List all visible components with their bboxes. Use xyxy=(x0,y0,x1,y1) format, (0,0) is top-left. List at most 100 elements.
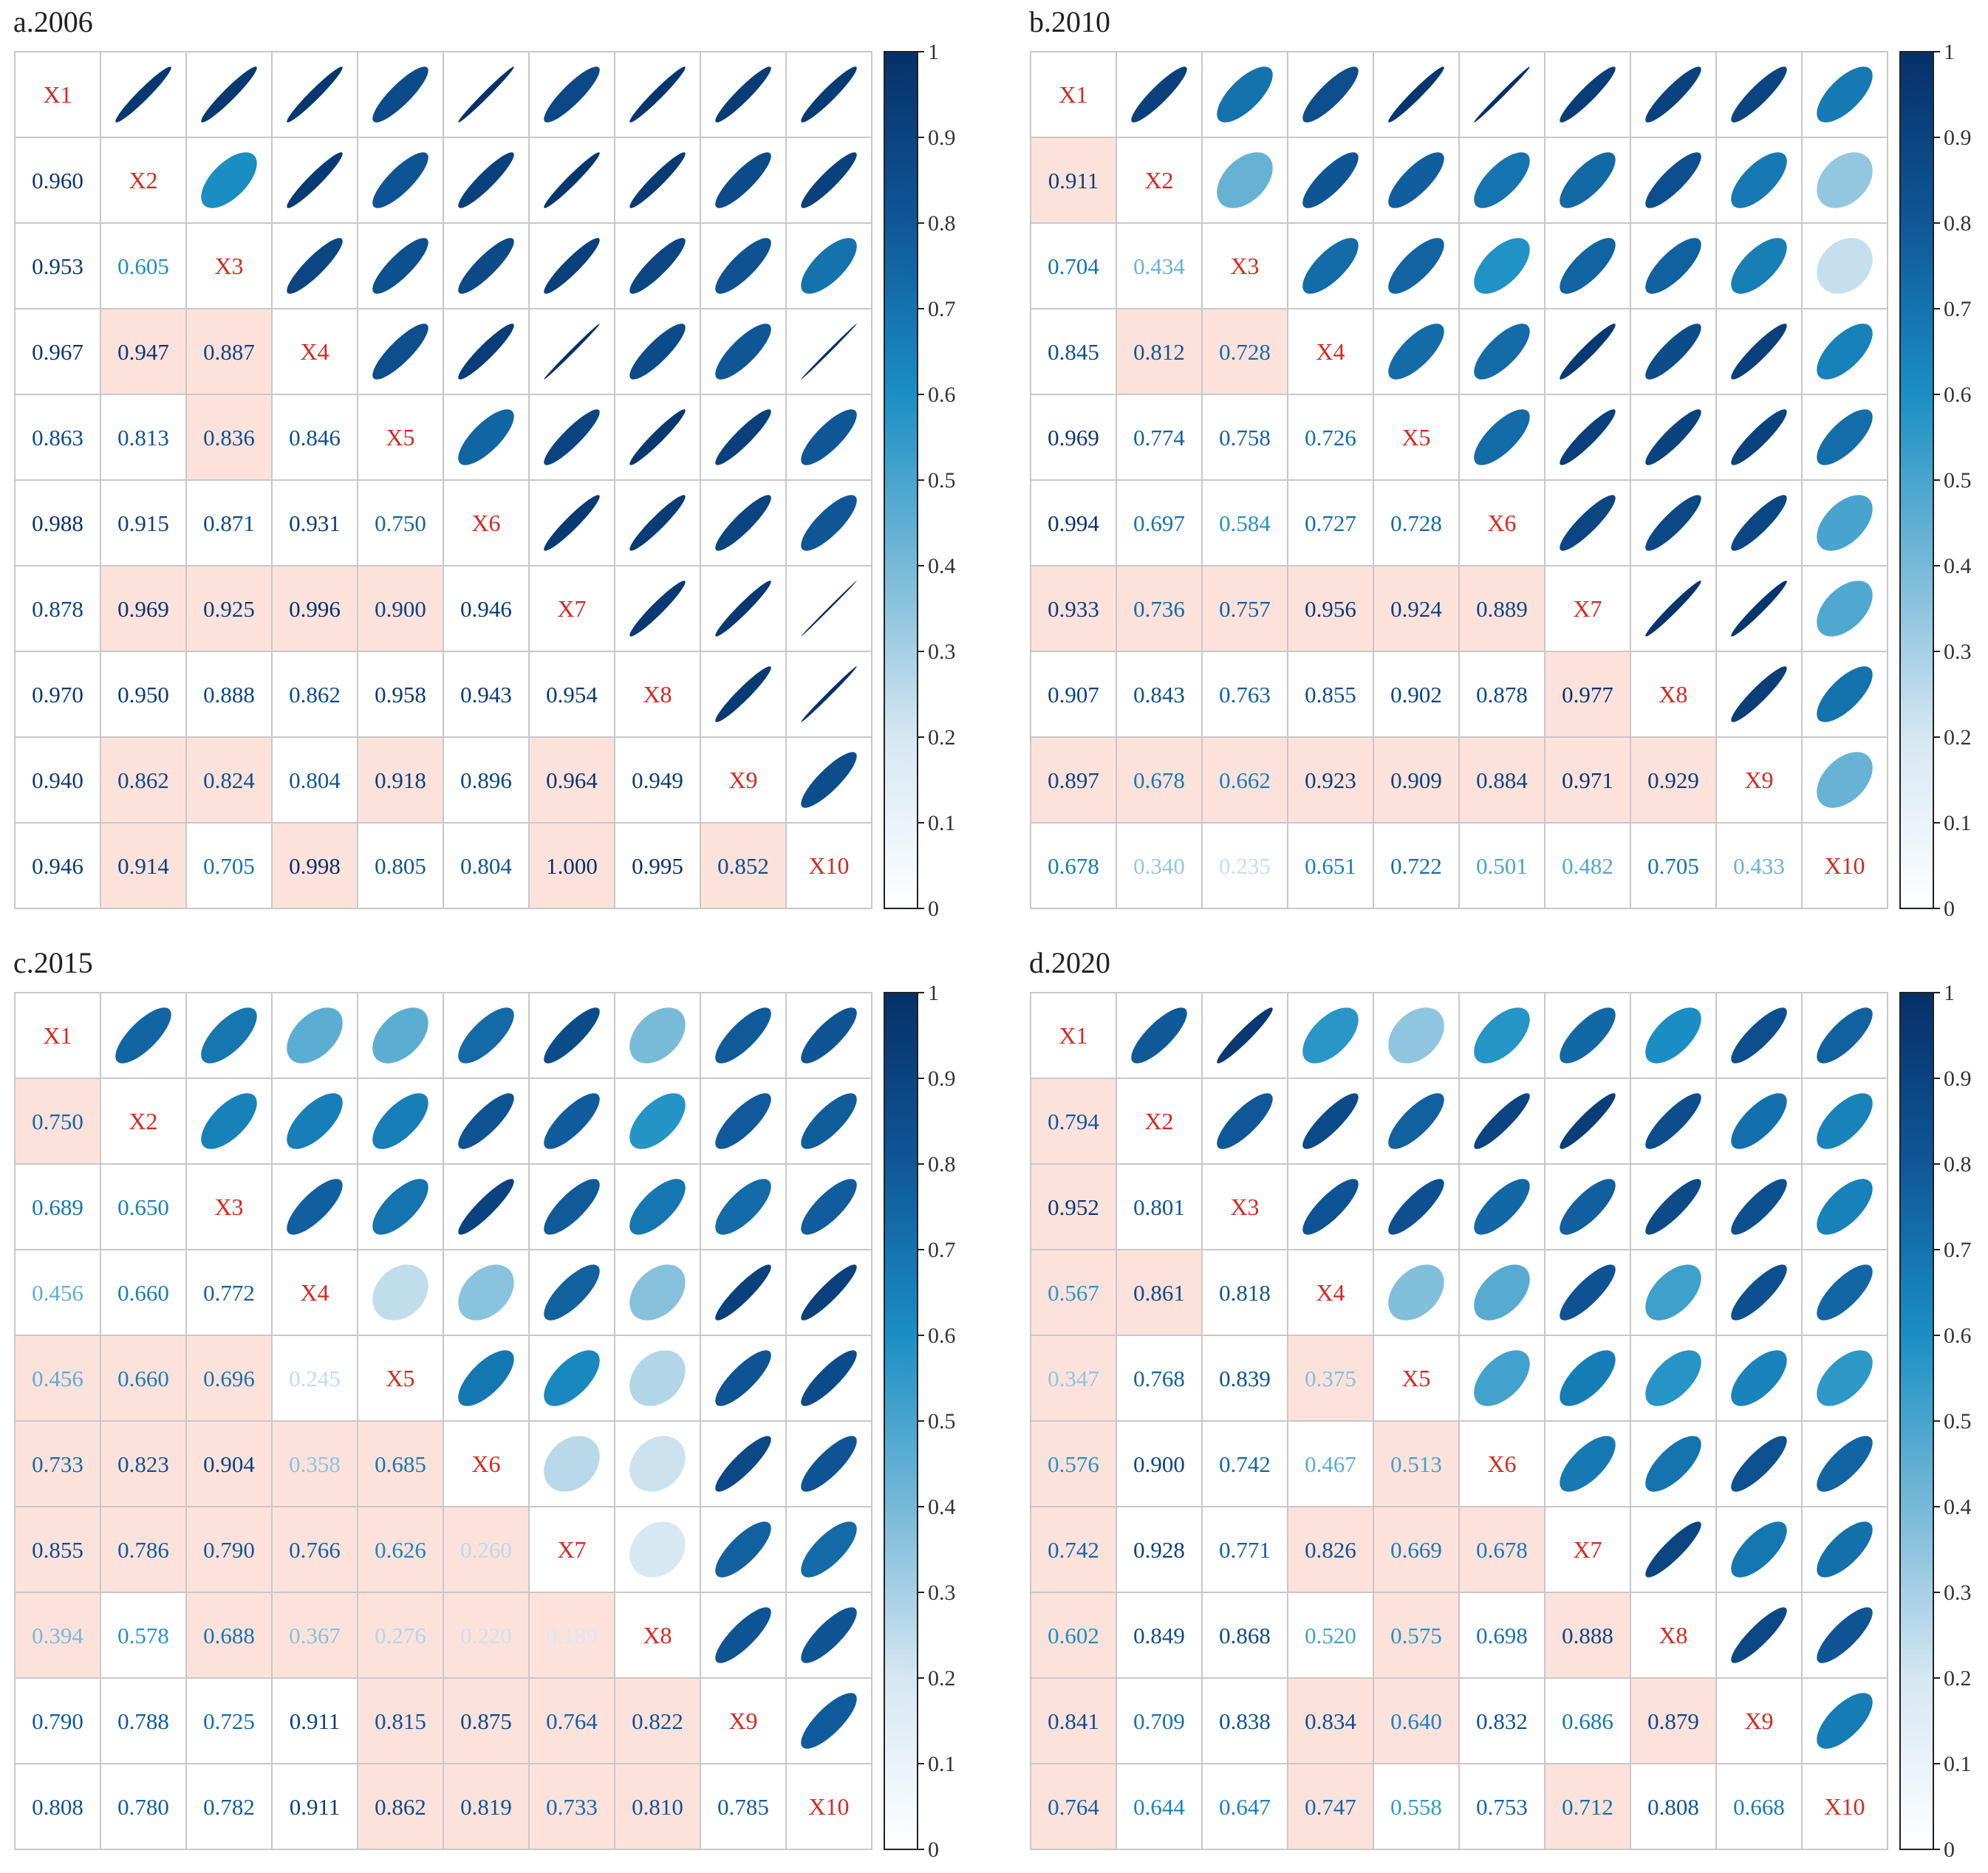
correlation-ellipse xyxy=(1817,409,1873,465)
correlation-ellipse xyxy=(629,581,686,637)
colorbar-tick-label: 0.2 xyxy=(928,1666,956,1691)
correlation-ellipse xyxy=(1388,152,1444,208)
correlation-ellipse xyxy=(1731,666,1787,722)
correlation-value: 0.946 xyxy=(460,596,512,622)
correlation-ellipse xyxy=(1474,1264,1530,1321)
matrix-cell xyxy=(1287,1763,1374,1850)
variable-label: X5 xyxy=(386,424,414,451)
correlation-ellipse xyxy=(1217,1093,1273,1149)
correlation-ellipse xyxy=(1560,1264,1616,1321)
correlation-value: 0.928 xyxy=(1133,1537,1185,1563)
correlation-value: 0.904 xyxy=(203,1451,255,1477)
correlation-value: 0.697 xyxy=(1133,510,1185,536)
matrix-cell xyxy=(100,222,187,309)
correlation-ellipse xyxy=(1474,323,1530,380)
colorbar xyxy=(1899,51,1934,909)
correlation-value: 0.824 xyxy=(203,767,255,793)
variable-label: X7 xyxy=(1573,595,1602,622)
correlation-value: 0.189 xyxy=(546,1623,598,1648)
correlation-value: 0.950 xyxy=(117,682,169,708)
matrix-cell xyxy=(1287,736,1374,823)
correlation-value: 0.805 xyxy=(375,853,426,879)
matrix-cell xyxy=(14,1420,101,1507)
colorbar-tick-label: 0.9 xyxy=(928,1066,956,1091)
correlation-ellipse xyxy=(1817,666,1873,722)
correlation-value: 0.958 xyxy=(375,682,426,708)
correlation-matrix: X1 0.960 X2 0.953 0.605 X3 0.967 0.947 0.887 X4 0.… xyxy=(14,40,956,921)
correlation-ellipse xyxy=(801,1693,857,1749)
correlation-value: 0.970 xyxy=(32,682,83,708)
variable-label: X4 xyxy=(1316,1279,1345,1306)
correlation-ellipse xyxy=(1731,495,1787,551)
correlation-ellipse xyxy=(458,1264,514,1321)
matrix-cell xyxy=(1458,1763,1545,1850)
correlation-ellipse xyxy=(715,1093,771,1149)
correlation-ellipse xyxy=(801,323,857,380)
matrix-cell xyxy=(1458,736,1545,823)
matrix-cell xyxy=(185,822,273,909)
correlation-ellipse xyxy=(629,1350,686,1406)
matrix-cell xyxy=(1030,565,1117,652)
variable-label: X6 xyxy=(1487,510,1516,536)
correlation-ellipse xyxy=(801,666,857,722)
correlation-value: 0.878 xyxy=(32,596,83,622)
correlation-ellipse xyxy=(544,66,600,123)
correlation-value: 0.949 xyxy=(632,767,683,793)
correlation-ellipse xyxy=(1302,66,1359,123)
correlation-value: 0.801 xyxy=(1133,1194,1185,1220)
correlation-value: 0.260 xyxy=(460,1537,512,1563)
correlation-ellipse xyxy=(1474,1179,1530,1235)
correlation-value: 0.998 xyxy=(289,853,341,879)
correlation-ellipse xyxy=(544,495,600,551)
matrix-cell xyxy=(1201,479,1288,566)
variable-label: X5 xyxy=(1401,1365,1430,1391)
variable-label: X5 xyxy=(1401,424,1430,451)
matrix-cell xyxy=(700,736,787,823)
correlation-value: 0.605 xyxy=(117,253,169,279)
colorbar-tick-label: 0.4 xyxy=(1944,1495,1972,1519)
correlation-value: 0.849 xyxy=(1133,1623,1185,1648)
matrix-cell xyxy=(271,1420,358,1507)
correlation-matrix: X10.794 X20.952 0.801 X30.567 0.861 0.818 X40.… xyxy=(1030,981,1972,1862)
correlation-value: 0.804 xyxy=(460,853,512,879)
matrix-cell xyxy=(1287,822,1374,909)
correlation-value: 0.456 xyxy=(32,1366,83,1391)
correlation-value: 0.884 xyxy=(1476,767,1528,793)
correlation-ellipse xyxy=(458,238,514,294)
correlation-value: 0.728 xyxy=(1390,510,1442,536)
correlation-ellipse xyxy=(201,66,257,123)
matrix-cell xyxy=(1116,565,1203,652)
matrix-cell xyxy=(357,479,444,566)
correlation-ellipse xyxy=(458,409,514,465)
correlation-value: 0.896 xyxy=(460,767,512,793)
correlation-value: 0.433 xyxy=(1733,853,1785,879)
variable-label: X1 xyxy=(43,1022,72,1049)
correlation-ellipse xyxy=(1560,66,1616,123)
correlation-value: 1.000 xyxy=(546,853,598,879)
correlation-ellipse xyxy=(458,1093,514,1149)
correlation-value: 0.855 xyxy=(1305,682,1356,708)
correlation-value: 0.558 xyxy=(1390,1794,1442,1820)
correlation-ellipse xyxy=(1731,1607,1787,1663)
matrix-cell xyxy=(1287,1677,1374,1764)
matrix-cell xyxy=(100,1078,187,1165)
matrix-cell xyxy=(1201,651,1288,738)
correlation-ellipse xyxy=(629,495,686,551)
correlation-value: 0.940 xyxy=(32,767,83,793)
correlation-ellipse xyxy=(1560,238,1616,294)
correlation-ellipse xyxy=(1302,1007,1359,1064)
matrix-cell xyxy=(1201,1506,1288,1593)
correlation-ellipse xyxy=(1817,1436,1873,1492)
correlation-value: 0.482 xyxy=(1562,853,1613,879)
variable-label: X1 xyxy=(43,81,72,108)
correlation-matrix: X1 0.750 X2 0.689 0.650 X3 0.456 0.660 0.772 X4 0.… xyxy=(14,981,956,1862)
correlation-ellipse xyxy=(801,752,857,808)
correlation-value: 0.786 xyxy=(117,1537,169,1563)
correlation-value: 0.602 xyxy=(1048,1623,1099,1648)
colorbar-tick-label: 0.6 xyxy=(1944,1324,1972,1348)
correlation-ellipse xyxy=(372,1093,428,1149)
correlation-ellipse xyxy=(1388,1007,1444,1064)
correlation-ellipse xyxy=(715,1179,771,1235)
correlation-ellipse xyxy=(801,1607,857,1663)
matrix-cell xyxy=(1030,1420,1117,1507)
